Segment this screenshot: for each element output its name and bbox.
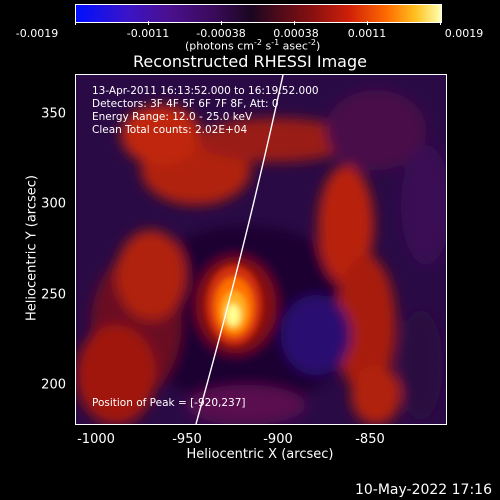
x-axis-label: Heliocentric X (arcsec) <box>186 447 334 462</box>
y-tick-label: 300 <box>41 196 66 212</box>
colorbar-tick-label: -0.0011 <box>126 27 170 40</box>
colorbar-tick-mark <box>75 21 76 25</box>
colorbar-tick-label: 0.0011 <box>347 27 387 40</box>
annotation-detectors: Detectors: 3F 4F 5F 6F 7F 8F, Att: 0 <box>92 98 279 110</box>
annotation-peak: Position of Peak = [-920,237] <box>92 397 246 409</box>
flare-source <box>206 265 262 345</box>
rhessi-image: 13-Apr-2011 16:13:52.000 to 16:19:52.000… <box>75 74 447 425</box>
plot-title: Reconstructed RHESSI Image <box>133 52 367 71</box>
annotation-clean: Clean Total counts: 2.02E+04 <box>92 124 248 136</box>
rhessi-image-svg <box>76 75 446 424</box>
colorbar-units: (photons cm-2 s-1 asec-2) <box>185 38 321 53</box>
colorbar-tick-mark <box>148 21 149 25</box>
y-tick-label: 350 <box>41 106 66 122</box>
colorbar-tick-mark <box>221 21 222 25</box>
colorbar-tick-mark <box>294 21 295 25</box>
colorbar-tick-label: -0.00038 <box>196 27 246 40</box>
colorbar-tick-mark <box>440 21 441 25</box>
x-tick-label: -950 <box>172 432 202 447</box>
y-tick-label: 200 <box>41 377 66 393</box>
colorbar-tick-label: 0.00038 <box>273 27 319 40</box>
colorbar-tick-label: 0.0019 <box>444 27 484 40</box>
colorbar-tick-label: -0.0019 <box>15 27 59 40</box>
y-axis-label: Heliocentric Y (arcsec) <box>24 175 40 321</box>
y-tick-label: 250 <box>41 287 66 303</box>
footer-timestamp: 10-May-2022 17:16 <box>354 482 492 498</box>
x-tick-label: -1000 <box>77 432 115 447</box>
solar-limb-line <box>195 75 284 424</box>
annotation-time: 13-Apr-2011 16:13:52.000 to 16:19:52.000 <box>92 85 319 97</box>
annotation-energy: Energy Range: 12.0 - 25.0 keV <box>92 111 253 123</box>
colorbar <box>75 4 442 23</box>
colorbar-tick-mark <box>367 21 368 25</box>
x-tick-label: -850 <box>355 432 385 447</box>
x-tick-label: -900 <box>263 432 293 447</box>
image-emission <box>76 90 446 424</box>
